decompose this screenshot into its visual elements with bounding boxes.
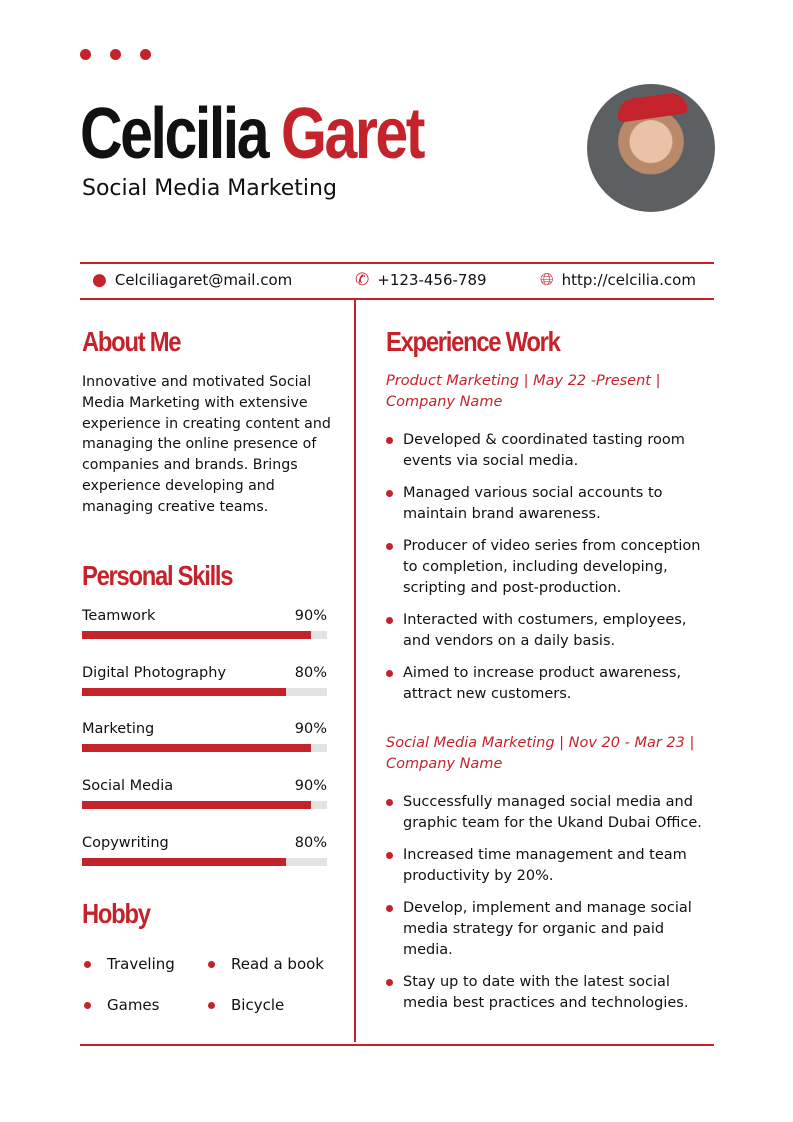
job-bullet: Develop, implement and manage social med… — [386, 898, 716, 961]
skill-value: 80% — [294, 834, 327, 851]
job-bullet: Increased time management and team produ… — [386, 845, 716, 887]
skill-bar — [82, 801, 327, 810]
hobby-item: Traveling — [84, 955, 175, 973]
skill-label: Teamwork — [82, 608, 156, 624]
hobby-item: Bicycle — [208, 996, 284, 1014]
job-bullets: Successfully managed social media and gr… — [386, 792, 716, 1025]
skill-item: Social Media 90% — [82, 778, 327, 810]
hobby-item: Read a book — [208, 955, 324, 973]
contact-email[interactable]: ● Celciliagaret@mail.com — [92, 270, 292, 290]
skill-item: Marketing 90% — [82, 721, 327, 753]
skill-label: Social Media — [82, 778, 174, 795]
skill-bar — [82, 744, 327, 753]
skill-item: Digital Photography 80% — [82, 665, 327, 696]
job-bullet: Managed various social accounts to maint… — [386, 483, 716, 525]
skill-item: Copywriting 80% — [82, 835, 327, 866]
skill-bar-fill — [82, 631, 312, 639]
skill-value: 90% — [294, 721, 327, 738]
skill-label: Copywriting — [82, 834, 169, 851]
hobby-item: Games — [84, 996, 159, 1014]
skill-bar-fill — [82, 801, 312, 810]
divider — [80, 262, 714, 264]
skill-bar — [82, 687, 327, 696]
job-bullet: Aimed to increase product awareness, att… — [386, 663, 716, 705]
decor-dot — [80, 49, 91, 60]
divider — [80, 1044, 714, 1046]
job-heading: Social Media Marketing | Nov 20 - Mar 23… — [386, 735, 695, 772]
decor-dot — [140, 49, 151, 60]
skill-bar-fill — [82, 857, 286, 866]
skill-item: Teamwork 90% — [82, 608, 327, 639]
email-text: Celciliagaret@mail.com — [114, 271, 293, 289]
contact-phone[interactable]: ✆ +123-456-789 — [355, 270, 487, 290]
decor-dot — [110, 49, 121, 60]
job-bullet: Successfully managed social media and gr… — [386, 792, 716, 834]
skills-title: Personal Skills — [82, 560, 233, 591]
job-bullets: Developed & coordinated tasting room eve… — [386, 430, 716, 716]
skill-label: Digital Photography — [82, 664, 227, 681]
about-title: About Me — [82, 326, 181, 357]
first-name: Celcilia — [80, 94, 270, 174]
skill-label: Marketing — [82, 721, 155, 738]
skill-bar-fill — [82, 687, 286, 696]
skill-value: 90% — [294, 778, 327, 795]
experience-title: Experience Work — [386, 326, 561, 357]
column-divider — [354, 300, 356, 1042]
job-bullet: Stay up to date with the latest social m… — [386, 972, 716, 1014]
skill-bar — [82, 631, 327, 639]
hobby-title: Hobby — [82, 898, 151, 929]
job-role: Social Media Marketing — [82, 176, 337, 201]
globe-icon: 🌐︎ — [540, 270, 554, 290]
phone-icon: ✆ — [355, 270, 370, 290]
profile-photo — [587, 84, 715, 212]
job-bullet: Producer of video series from conception… — [386, 536, 716, 599]
last-name: Garet — [281, 94, 425, 174]
skill-bar-fill — [82, 744, 312, 753]
job-heading: Product Marketing | May 22 -Present | Co… — [386, 373, 661, 410]
contact-website[interactable]: 🌐︎ http://celcilia.com — [540, 270, 696, 290]
user-icon: ● — [92, 270, 107, 290]
divider — [80, 298, 714, 300]
skill-value: 90% — [294, 608, 327, 624]
website-text: http://celcilia.com — [561, 271, 696, 289]
full-name: Celcilia Garet — [80, 92, 425, 176]
about-text: Innovative and motivated Social Media Ma… — [82, 374, 331, 515]
phone-text: +123-456-789 — [377, 271, 487, 289]
job-bullet: Interacted with costumers, employees, an… — [386, 610, 716, 652]
job-bullet: Developed & coordinated tasting room eve… — [386, 430, 716, 472]
skill-bar — [82, 857, 327, 866]
skill-value: 80% — [294, 664, 327, 681]
